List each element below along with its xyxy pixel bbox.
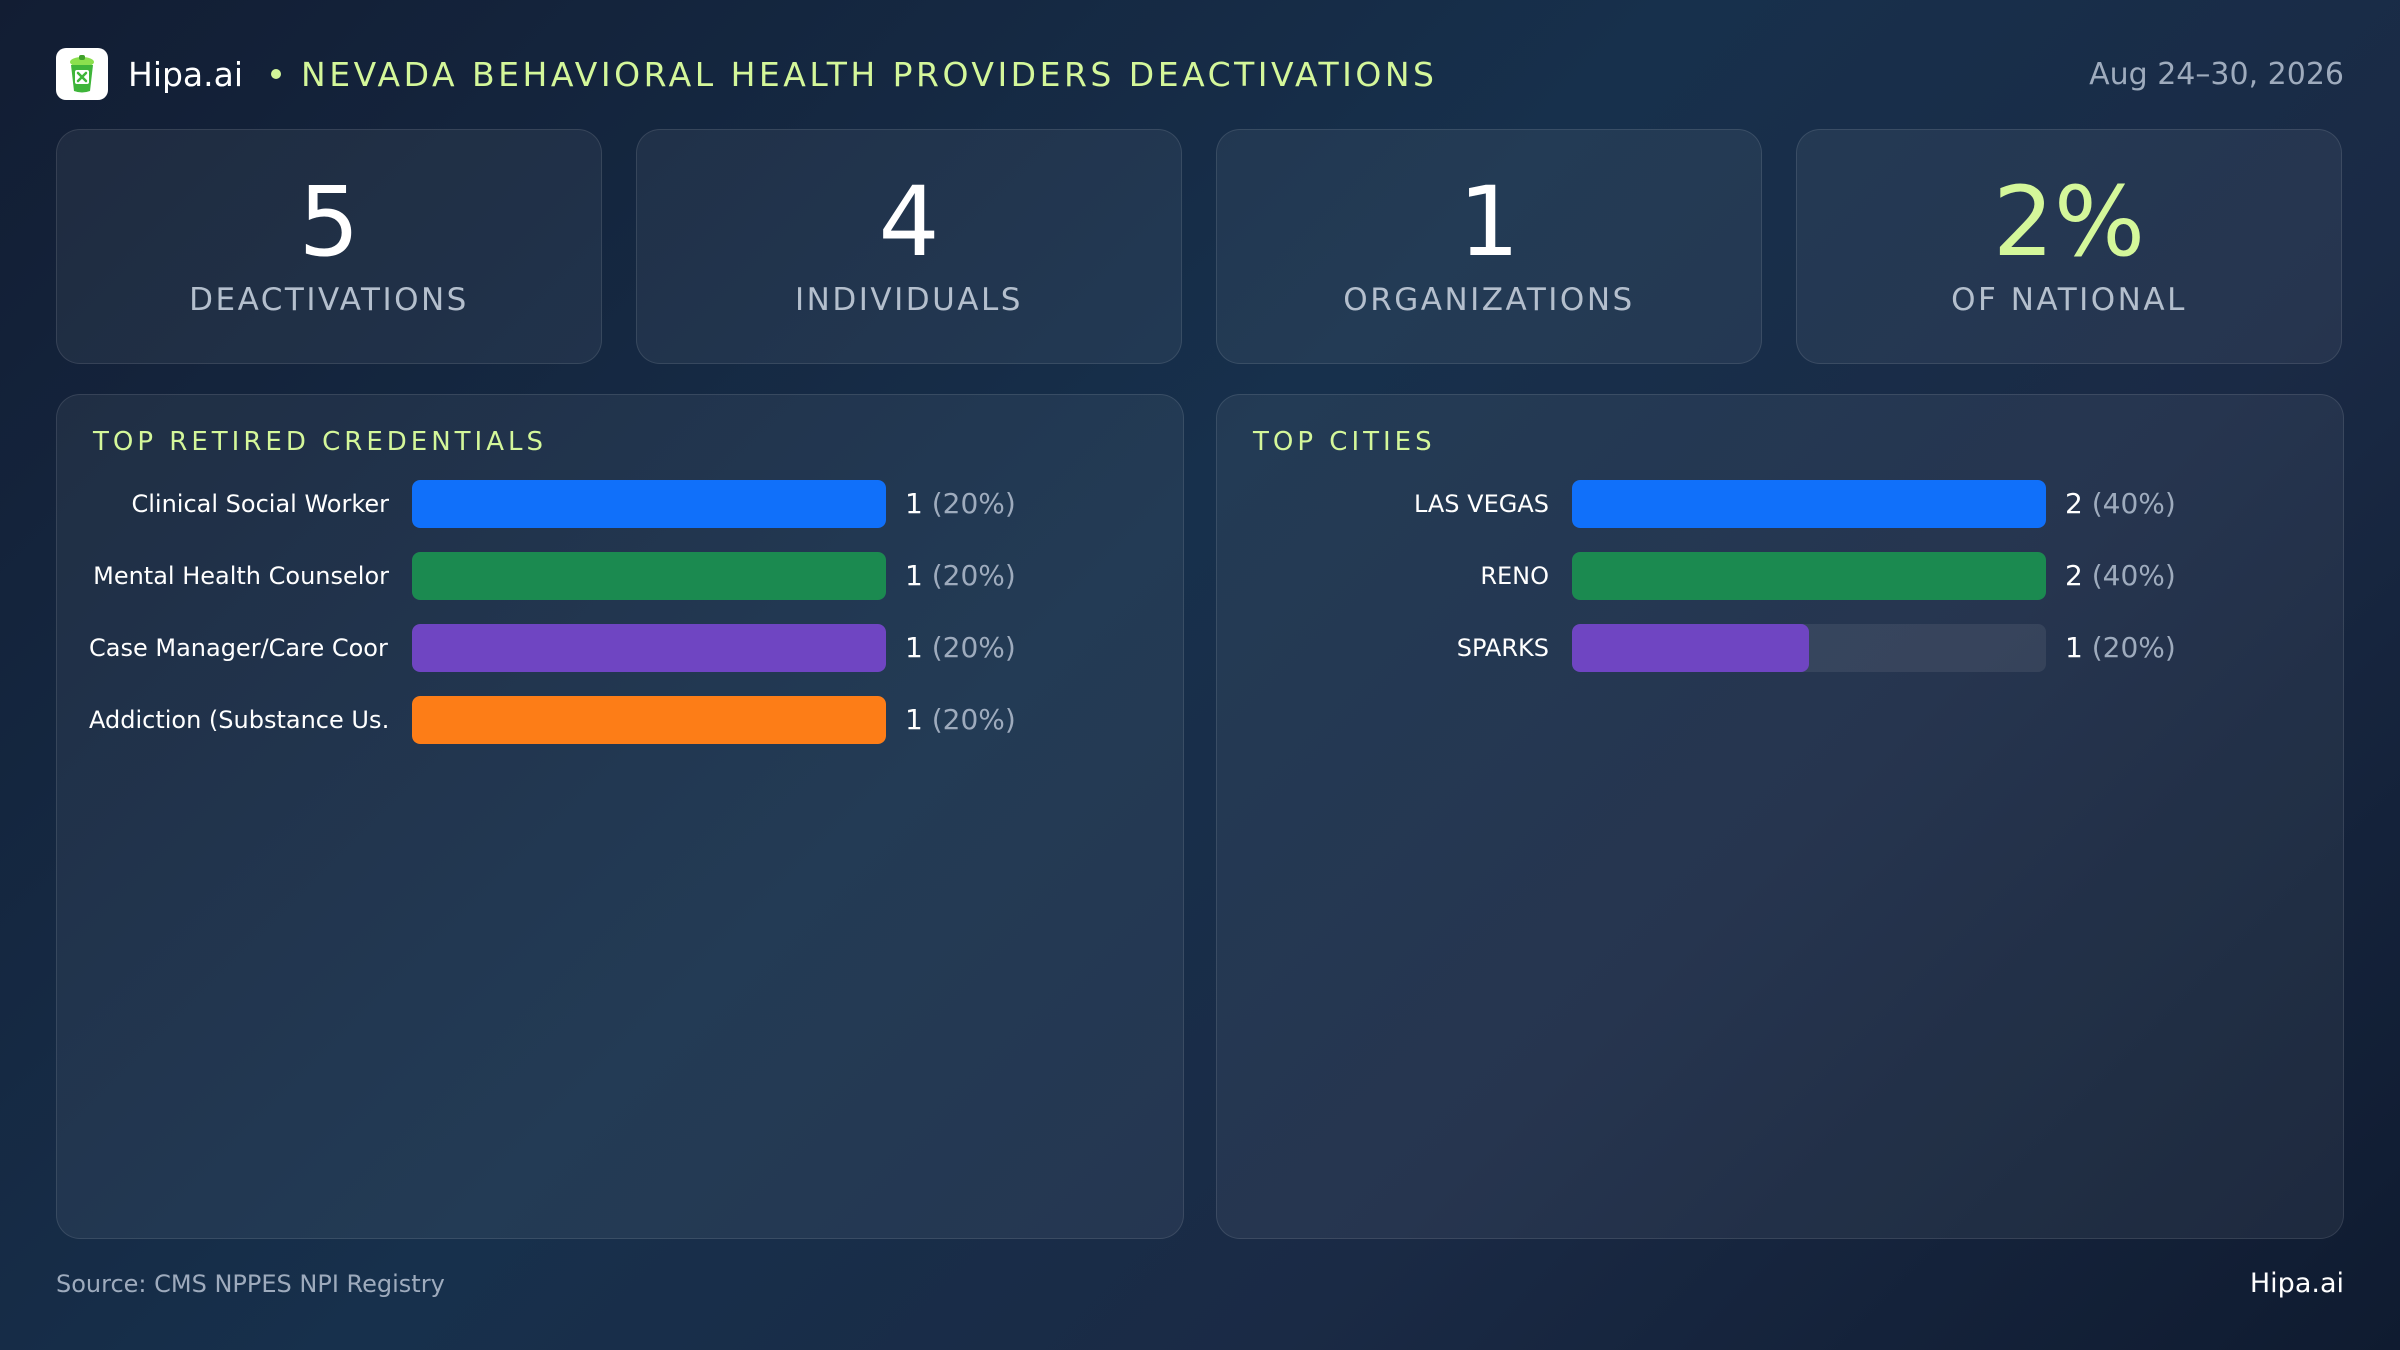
bar-count: 1 — [905, 559, 923, 592]
brand-logo[interactable] — [56, 48, 108, 100]
bar-track — [412, 480, 886, 528]
bar-count: 1 — [905, 487, 923, 520]
date-range: Aug 24–30, 2026 — [2089, 56, 2344, 92]
bar-value-label: 1 (20%) — [905, 480, 1016, 528]
bar-value-label: 1 (20%) — [905, 696, 1016, 744]
kpi-value: 4 — [878, 166, 940, 278]
bar-row: Clinical Social Worker 1 (20%) — [57, 480, 1183, 528]
kpi-card-organizations: 1 ORGANIZATIONS — [1216, 129, 1762, 364]
bar — [412, 696, 886, 744]
bar-percent: (20%) — [931, 631, 1016, 664]
bar-row: SPARKS 1 (20%) — [1217, 624, 2343, 672]
kpi-label: OF NATIONAL — [1951, 282, 2187, 318]
bar-value-label: 1 (20%) — [905, 624, 1016, 672]
chart-title: TOP RETIRED CREDENTIALS — [93, 427, 547, 457]
bar-category-label: Addiction (Substance Us… — [89, 706, 389, 734]
bar-track — [412, 696, 886, 744]
bar-value-label: 2 (40%) — [2065, 480, 2176, 528]
source-note: Source: CMS NPPES NPI Registry — [56, 1270, 445, 1298]
bar-row: RENO 2 (40%) — [1217, 552, 2343, 600]
kpi-value: 5 — [298, 166, 360, 278]
bar-percent: (20%) — [931, 487, 1016, 520]
bar — [412, 480, 886, 528]
bar — [412, 624, 886, 672]
kpi-label: DEACTIVATIONS — [189, 282, 469, 318]
footer-brand: Hipa.ai — [2249, 1268, 2344, 1299]
bar-percent: (40%) — [2091, 487, 2176, 520]
bar-category-label: Case Manager/Care Coor… — [89, 634, 389, 662]
bar-percent: (20%) — [931, 559, 1016, 592]
bar-track — [1572, 480, 2046, 528]
bar-value-label: 1 (20%) — [2065, 624, 2176, 672]
chart-title: TOP CITIES — [1253, 427, 1436, 457]
bar — [1572, 480, 2046, 528]
kpi-card-national-share: 2% OF NATIONAL — [1796, 129, 2342, 364]
bar-category-label: LAS VEGAS — [1413, 490, 1549, 518]
credentials-chart-panel: TOP RETIRED CREDENTIALS Clinical Social … — [56, 394, 1184, 1239]
bar-count: 2 — [2065, 487, 2083, 520]
bar-category-label: SPARKS — [1456, 634, 1549, 662]
cities-chart-panel: TOP CITIES LAS VEGAS 2 (40%) RENO 2 (40%) SP… — [1216, 394, 2344, 1239]
bar-track — [1572, 624, 2046, 672]
bar-row: Addiction (Substance Us… 1 (20%) — [57, 696, 1183, 744]
kpi-value: 2% — [1992, 166, 2146, 278]
bar-category-label: Clinical Social Worker — [131, 490, 389, 518]
bar — [1572, 624, 1809, 672]
bar-percent: (40%) — [2091, 559, 2176, 592]
separator-dot — [271, 69, 282, 79]
kpi-label: ORGANIZATIONS — [1343, 282, 1635, 318]
bar-category-label: RENO — [1480, 562, 1549, 590]
kpi-card-deactivations: 5 DEACTIVATIONS — [56, 129, 602, 364]
kpi-card-individuals: 4 INDIVIDUALS — [636, 129, 1182, 364]
bar-value-label: 2 (40%) — [2065, 552, 2176, 600]
bar-count: 2 — [2065, 559, 2083, 592]
bar-row: LAS VEGAS 2 (40%) — [1217, 480, 2343, 528]
bar-track — [412, 624, 886, 672]
trash-can-icon — [70, 55, 94, 93]
bar-track — [412, 552, 886, 600]
bar-row: Case Manager/Care Coor… 1 (20%) — [57, 624, 1183, 672]
page-title: NEVADA BEHAVIORAL HEALTH PROVIDERS DEACT… — [301, 54, 1438, 94]
bar-row: Mental Health Counselor 1 (20%) — [57, 552, 1183, 600]
bar-category-label: Mental Health Counselor — [93, 562, 389, 590]
kpi-label: INDIVIDUALS — [795, 282, 1023, 318]
bar-value-label: 1 (20%) — [905, 552, 1016, 600]
bar — [412, 552, 886, 600]
brand-name: Hipa.ai — [128, 54, 244, 94]
bar-percent: (20%) — [931, 703, 1016, 736]
bar — [1572, 552, 2046, 600]
bar-track — [1572, 552, 2046, 600]
bar-count: 1 — [2065, 631, 2083, 664]
bar-count: 1 — [905, 703, 923, 736]
bar-count: 1 — [905, 631, 923, 664]
bar-percent: (20%) — [2091, 631, 2176, 664]
kpi-value: 1 — [1458, 166, 1520, 278]
header: Hipa.ai NEVADA BEHAVIORAL HEALTH PROVIDE… — [56, 46, 2344, 102]
